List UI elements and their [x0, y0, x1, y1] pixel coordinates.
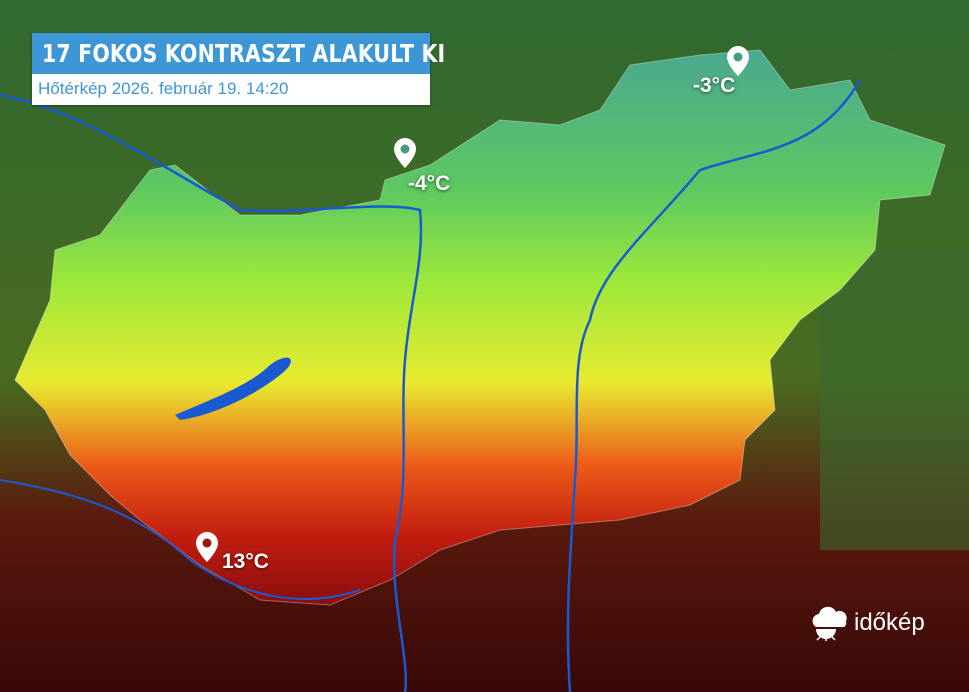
tisza-river — [566, 79, 862, 692]
marker-south: 13°C — [196, 532, 269, 573]
lake-balaton — [175, 357, 291, 420]
marker-label: -4°C — [408, 172, 451, 195]
marker-north-west: -4°C — [394, 138, 450, 195]
marker-label: -3°C — [693, 74, 736, 97]
page-title: 17 FOKOS KONTRASZT ALAKULT KI — [32, 33, 445, 74]
page-subtitle: Hőtérkép 2026. február 19. 14:20 — [32, 74, 430, 105]
hungary-region — [14, 49, 946, 606]
map-pin-icon — [196, 532, 218, 562]
logo-text: időkép — [854, 609, 925, 636]
sun-cloud-icon — [812, 606, 847, 641]
marker-north-east: -3°C — [693, 46, 749, 97]
map-pin-icon — [394, 138, 416, 168]
idokep-logo: időkép — [810, 605, 925, 641]
danube-river — [0, 93, 423, 692]
title-box: 17 FOKOS KONTRASZT ALAKULT KI Hőtérkép 2… — [32, 33, 445, 105]
drava-river — [0, 479, 361, 600]
marker-label: 13°C — [222, 550, 269, 573]
map-pin-icon — [727, 46, 749, 76]
